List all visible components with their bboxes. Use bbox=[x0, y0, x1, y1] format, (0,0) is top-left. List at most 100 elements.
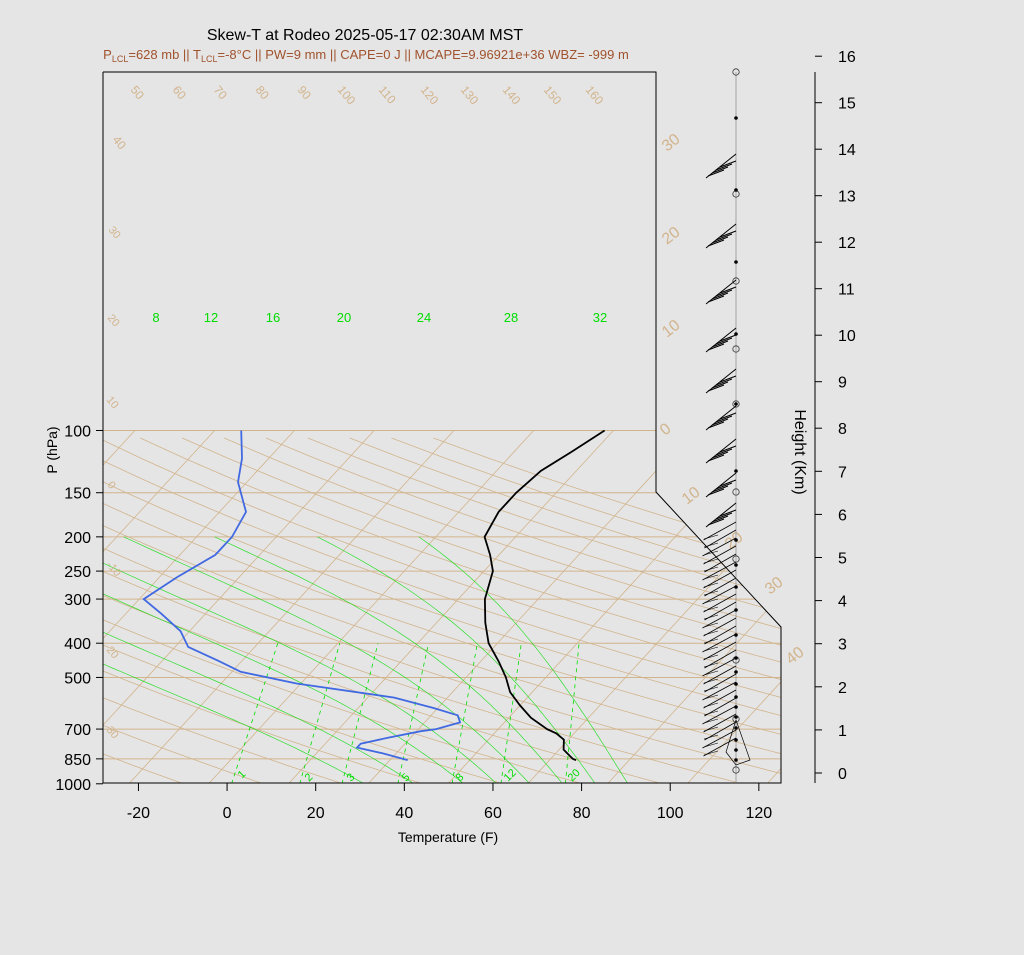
moist-adiabat-label: 24 bbox=[417, 310, 431, 325]
wind-barb-flag bbox=[720, 376, 736, 382]
wind-barb-flag bbox=[720, 510, 736, 516]
wind-barb-flag bbox=[712, 486, 728, 492]
wind-barb-flag bbox=[716, 164, 732, 170]
wind-barb bbox=[703, 658, 737, 676]
height-tick-label: 3 bbox=[838, 637, 847, 654]
wind-level-dot bbox=[734, 260, 738, 264]
wind-barb-flag bbox=[712, 237, 728, 243]
wind-barbs bbox=[703, 69, 751, 783]
wind-barb-flag bbox=[716, 379, 732, 385]
p-tick-label: 1000 bbox=[55, 777, 91, 794]
moist-adiabat-label: 28 bbox=[504, 310, 518, 325]
isotherm-label: 10 bbox=[679, 484, 704, 508]
wind-barb bbox=[704, 738, 737, 756]
moist-adiabat-label: 20 bbox=[337, 310, 351, 325]
wind-barb-flag bbox=[712, 516, 728, 522]
wind-barb-flag bbox=[704, 567, 718, 571]
y-axis-label: P (hPa) bbox=[44, 426, 60, 473]
wind-barb-flag bbox=[716, 416, 732, 422]
wind-barb-flag bbox=[716, 449, 732, 455]
wind-barb bbox=[703, 610, 737, 628]
p-tick-label: 150 bbox=[64, 486, 91, 503]
wind-barb-flag bbox=[708, 519, 724, 525]
dry-adiabat-label: 20 bbox=[105, 312, 122, 329]
p-tick-label: 200 bbox=[64, 530, 91, 547]
wind-barb bbox=[706, 224, 736, 248]
dry-adiabat-label: 30 bbox=[106, 224, 123, 241]
height-tick-label: 11 bbox=[838, 282, 855, 299]
dry-adiabat bbox=[0, 438, 1013, 791]
wind-barb-flag bbox=[720, 335, 736, 341]
x-tick-label: 0 bbox=[223, 805, 232, 822]
wind-barb bbox=[706, 406, 736, 430]
wind-barb-flag bbox=[708, 385, 724, 391]
titles: Skew-T at Rodeo 2025-05-17 02:30AM MST P… bbox=[44, 27, 808, 845]
wind-barb bbox=[706, 369, 736, 393]
wind-barb bbox=[704, 666, 737, 684]
p-tick-label: 250 bbox=[64, 564, 91, 581]
p-tick-label: 850 bbox=[64, 752, 91, 769]
x-tick-label: 60 bbox=[484, 805, 502, 822]
wind-barb-flag bbox=[720, 413, 736, 419]
wind-barb-flag bbox=[708, 455, 724, 461]
x-tick-label: -20 bbox=[127, 805, 150, 822]
wind-level-dot bbox=[734, 469, 738, 473]
height-tick-label: 7 bbox=[838, 464, 847, 481]
wind-barb-flag bbox=[720, 480, 736, 486]
dry-adiabat-label: 150 bbox=[541, 83, 565, 108]
height-axis-label: Height (Km) bbox=[791, 409, 808, 494]
dry-adiabat-label: 60 bbox=[170, 83, 190, 102]
mixing-ratio-label: 3 bbox=[345, 771, 358, 784]
wind-barb-flag bbox=[708, 422, 724, 428]
height-tick-label: 1 bbox=[838, 723, 847, 740]
wind-level-dot bbox=[734, 758, 738, 762]
height-tick-label: 2 bbox=[838, 680, 847, 697]
p-tick-label: 400 bbox=[64, 636, 91, 653]
wind-level-dot bbox=[734, 188, 738, 192]
isotherm-label: 30 bbox=[762, 574, 787, 598]
wind-barb bbox=[703, 682, 737, 700]
mixing-ratio-line bbox=[300, 643, 340, 784]
wind-barb-flag bbox=[712, 293, 728, 299]
wind-barb bbox=[703, 730, 737, 748]
isotherm-line bbox=[49, 431, 374, 784]
wind-barb-flag bbox=[712, 452, 728, 458]
height-tick-label: 8 bbox=[838, 421, 847, 438]
chart-title: Skew-T at Rodeo 2025-05-17 02:30AM MST bbox=[207, 27, 524, 44]
height-tick-label: 4 bbox=[838, 594, 847, 611]
height-tick-label: 10 bbox=[838, 328, 856, 345]
chart-subtitle: PLCL=628 mb || TLCL=-8°C || PW=9 mm || C… bbox=[103, 47, 629, 64]
wind-level-dot bbox=[734, 748, 738, 752]
mixing-ratio-line bbox=[342, 643, 378, 784]
wind-barb-flag bbox=[720, 161, 736, 167]
moist-adiabat bbox=[124, 537, 537, 791]
wind-level-dot bbox=[734, 670, 738, 674]
dry-adiabat bbox=[0, 438, 205, 791]
wind-barb-flag bbox=[716, 483, 732, 489]
height-tick-label: 9 bbox=[838, 375, 847, 392]
height-tick-label: 6 bbox=[838, 507, 847, 524]
wind-barb-flag bbox=[716, 338, 732, 344]
height-tick-label: 14 bbox=[838, 142, 856, 159]
wind-level-dot bbox=[734, 116, 738, 120]
wind-barb bbox=[706, 503, 736, 527]
wind-barb bbox=[704, 690, 737, 708]
isotherm-label: 20 bbox=[659, 224, 684, 248]
wind-barb-flag bbox=[720, 446, 736, 452]
wind-barb-flag bbox=[716, 290, 732, 296]
wind-level-dot bbox=[734, 715, 738, 719]
wind-barb-flag bbox=[712, 419, 728, 425]
wind-barb-flag bbox=[716, 234, 732, 240]
wind-barb bbox=[706, 473, 736, 497]
mixing-ratio-label: 20 bbox=[566, 767, 583, 784]
height-tick-label: 15 bbox=[838, 96, 856, 113]
mixing-ratio-label: 1 bbox=[236, 768, 249, 781]
dry-adiabat-label: 50 bbox=[128, 83, 148, 102]
isotherm-line bbox=[0, 431, 294, 784]
dry-adiabat bbox=[0, 438, 366, 791]
dry-adiabat-label: 130 bbox=[458, 83, 482, 108]
wind-barb bbox=[704, 642, 737, 660]
wind-barb-flag bbox=[720, 287, 736, 293]
wind-barb bbox=[706, 328, 736, 352]
moist-adiabat-label: 8 bbox=[152, 310, 159, 325]
